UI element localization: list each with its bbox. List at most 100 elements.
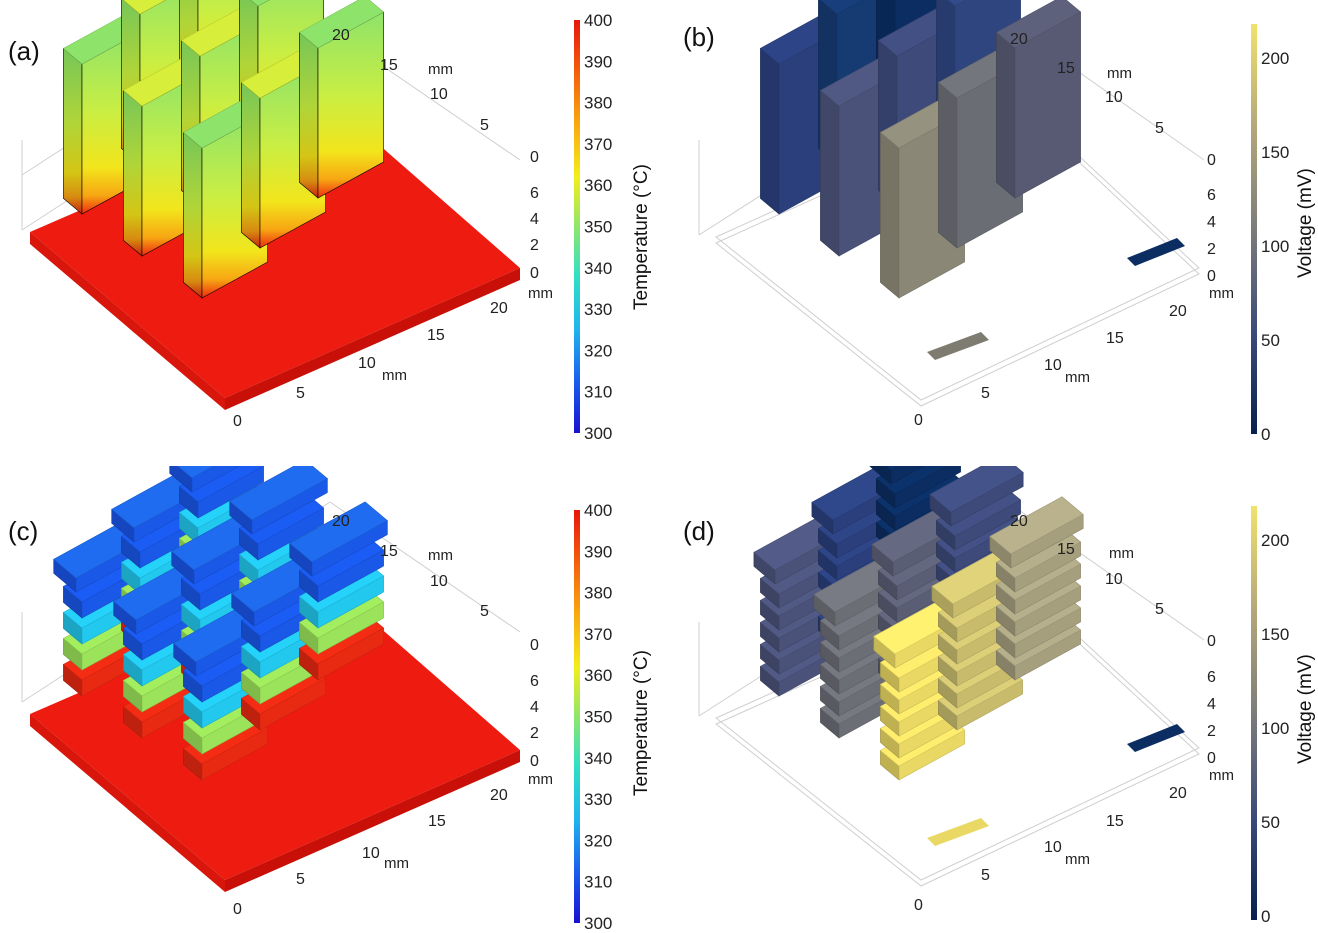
panel-d-figure: (d) 20 15 mm 10 5 0 6 4 2 0 mm 0 5 10 mm…: [683, 466, 1316, 926]
z-tick: 0: [530, 637, 539, 654]
colorbar-tick-label: 360: [584, 176, 612, 195]
colorbar-tick-label: 330: [584, 300, 612, 319]
y-tick: 10: [1105, 571, 1123, 588]
colorbar-tick-label: 0: [1261, 907, 1270, 926]
colorbar-tick-label: 340: [584, 259, 612, 278]
x-tick: 0: [914, 897, 923, 914]
y-tick: 20: [1010, 513, 1028, 530]
colorbar-ticks: 400 390 380 370 360 350 340 330 320 310 300: [584, 11, 612, 443]
panel-label: (b): [683, 22, 715, 52]
colorbar-title: Temperature (°C): [631, 164, 652, 310]
z-tick: 4: [1207, 214, 1216, 231]
y-tick: 10: [430, 86, 448, 103]
panel-label: (a): [8, 36, 40, 66]
substrate-plate: [30, 584, 520, 892]
y-tick: 10: [1105, 89, 1123, 106]
y-unit: mm: [1109, 545, 1134, 562]
z-tick: 4: [530, 699, 539, 716]
x-tick: 15: [1106, 330, 1124, 347]
panel-label: (c): [8, 516, 38, 546]
panel-a: (a) 20 15 mm 10 5 0 6 4 2 0 mm 0 5 10 mm…: [0, 0, 659, 466]
x-tick: 10: [1044, 357, 1062, 374]
x-tick: 0: [233, 901, 242, 918]
panel-c: (c) 20 15 mm 10 5 0 6 4 2 0 mm 0 5 10 mm…: [0, 466, 659, 932]
leg-cap: [169, 466, 240, 493]
z-tick: 4: [530, 211, 539, 228]
y-unit: mm: [428, 61, 453, 78]
x-tick: 20: [1169, 303, 1187, 320]
colorbar-tick-label: 300: [584, 914, 612, 932]
colorbar-tick-label: 340: [584, 749, 612, 768]
y-tick: 15: [1057, 541, 1075, 558]
y-tick: 10: [430, 573, 448, 590]
colorbar-tick-label: 310: [584, 873, 612, 892]
z-tick: 0: [1207, 750, 1216, 767]
z-unit: mm: [1209, 767, 1234, 784]
y-tick: 5: [1155, 120, 1164, 137]
electrode-tab: [927, 818, 989, 846]
leg-cap: [289, 501, 388, 577]
leg-cap: [229, 466, 328, 535]
colorbar-tick-label: 150: [1261, 143, 1289, 162]
z-tick: 0: [530, 149, 539, 166]
y-tick: 15: [1057, 60, 1075, 77]
thermoelement-legs: [759, 0, 1185, 360]
z-unit: mm: [1209, 285, 1234, 302]
z-tick: 4: [1207, 696, 1216, 713]
x-tick: 5: [981, 867, 990, 884]
colorbar-ticks: 200 150 100 50 0: [1261, 531, 1289, 926]
panel-a-figure: (a) 20 15 mm 10 5 0 6 4 2 0 mm 0 5 10 mm…: [8, 0, 652, 443]
x-tick: 0: [233, 413, 242, 430]
x-unit: mm: [382, 367, 407, 384]
x-tick: 20: [1169, 785, 1187, 802]
thermoelement-legs: [753, 466, 1185, 846]
colorbar-tick-label: 380: [584, 94, 612, 113]
y-tick: 5: [480, 603, 489, 620]
y-tick: 20: [1010, 31, 1028, 48]
leg-cap: [989, 496, 1084, 569]
x-tick: 10: [358, 355, 376, 372]
thermoelement-pair: [995, 0, 1082, 199]
colorbar-ticks: 400 390 380 370 360 350 340 330 320 310 300: [584, 501, 612, 932]
x-tick: 0: [914, 412, 923, 429]
colorbar-tick-label: 300: [584, 424, 612, 443]
x-unit: mm: [384, 855, 409, 872]
y-tick: 5: [1155, 601, 1164, 618]
z-tick: 6: [530, 673, 539, 690]
z-tick: 0: [1207, 152, 1216, 169]
z-tick: 0: [1207, 268, 1216, 285]
colorbar: [574, 20, 580, 433]
z-tick: 0: [530, 265, 539, 282]
colorbar-tick-label: 100: [1261, 237, 1289, 256]
electrode-tab: [1127, 724, 1185, 752]
y-tick: 15: [380, 543, 398, 560]
colorbar-title: Voltage (mV): [1295, 168, 1316, 278]
thermoelement-legs: [62, 0, 385, 299]
colorbar: [1251, 24, 1257, 434]
x-tick: 5: [296, 871, 305, 888]
panel-d: (d) 20 15 mm 10 5 0 6 4 2 0 mm 0 5 10 mm…: [659, 466, 1318, 932]
colorbar: [574, 510, 580, 923]
z-tick: 6: [530, 185, 539, 202]
colorbar-tick-label: 320: [584, 341, 612, 360]
colorbar-tick-label: 150: [1261, 625, 1289, 644]
leg-cap: [929, 466, 1024, 527]
colorbar-tick-label: 50: [1261, 331, 1280, 350]
leg-cap: [869, 466, 925, 485]
colorbar-tick-label: 380: [584, 584, 612, 603]
x-tick: 15: [427, 327, 445, 344]
y-unit: mm: [428, 547, 453, 564]
colorbar-tick-label: 330: [584, 790, 612, 809]
z-tick: 2: [1207, 241, 1216, 258]
z-tick: 2: [530, 725, 539, 742]
substrate-plate: [30, 102, 520, 410]
y-tick: 20: [332, 513, 350, 530]
colorbar-tick-label: 390: [584, 52, 612, 71]
colorbar-tick-label: 0: [1261, 425, 1270, 444]
z-unit: mm: [528, 285, 553, 302]
z-tick: 0: [1207, 633, 1216, 650]
y-unit: mm: [1107, 65, 1132, 82]
x-unit: mm: [1065, 851, 1090, 868]
colorbar-tick-label: 320: [584, 831, 612, 850]
panel-b-figure: (b) 20 15 mm 10 5 0 6 4 2 0 mm 0 5 10 mm…: [683, 0, 1316, 444]
